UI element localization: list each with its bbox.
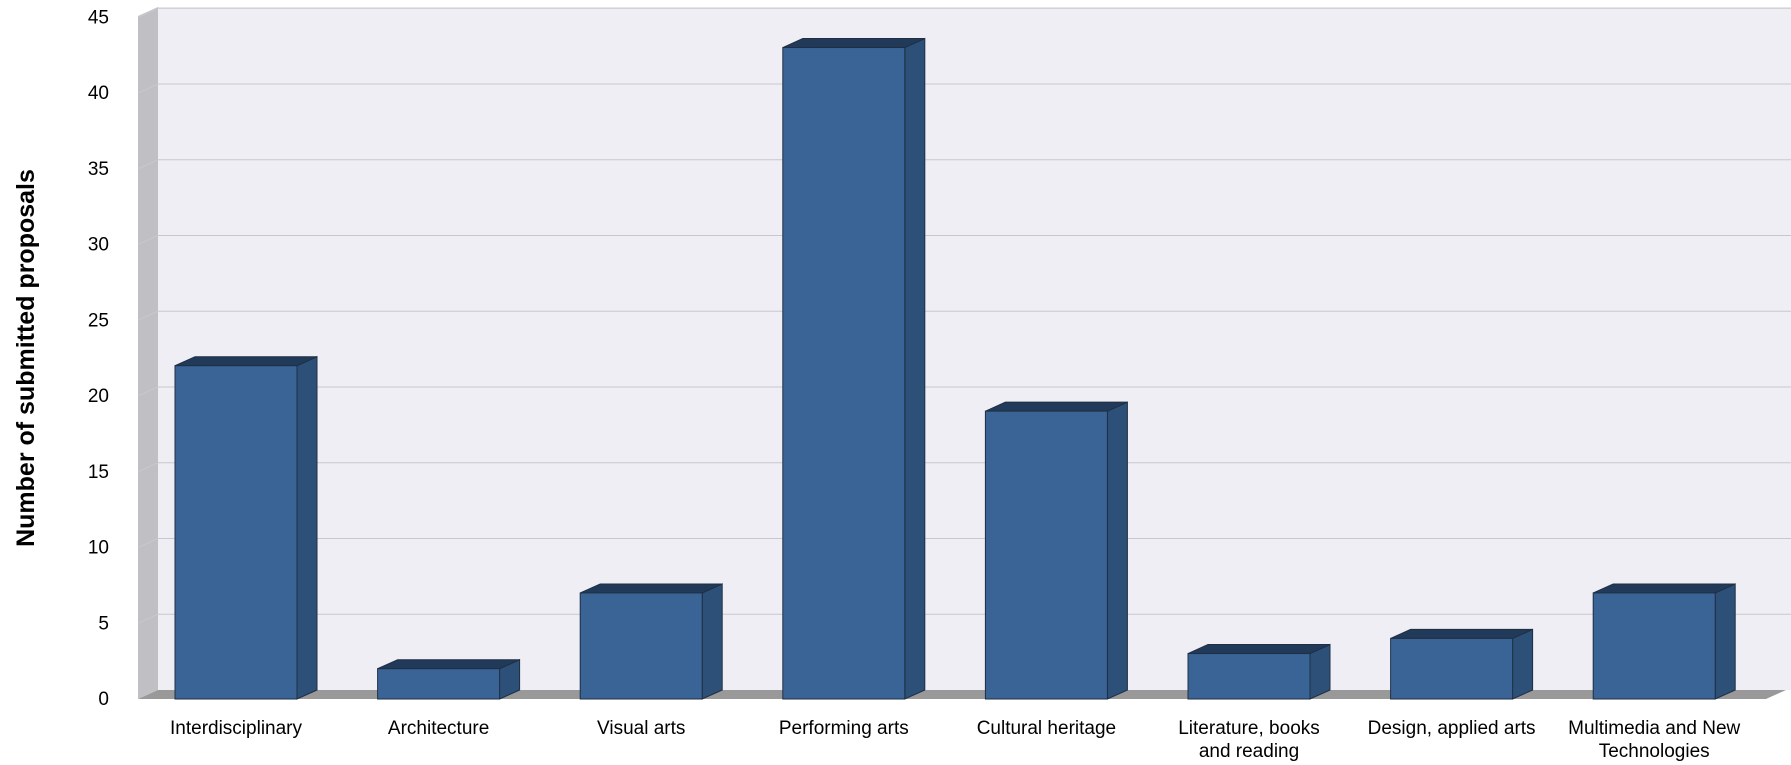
y-tick-label: 0 — [98, 689, 109, 710]
gridline-side — [137, 159, 159, 170]
bar-top — [1592, 583, 1736, 594]
y-tick-label: 15 — [88, 462, 109, 483]
gridline-side — [137, 538, 159, 548]
bar-top — [1187, 644, 1331, 655]
bar-side — [1512, 628, 1534, 700]
bars — [174, 37, 1736, 700]
bar-front — [579, 592, 703, 700]
y-axis-title: Number of submitted proposals — [12, 169, 40, 547]
x-tick-label: Interdisciplinary — [170, 718, 302, 739]
y-tick-label: 20 — [88, 386, 109, 407]
bar-front — [174, 365, 298, 700]
gridline-side — [137, 310, 159, 321]
plot-floor — [138, 690, 1786, 699]
bar-front — [1390, 637, 1514, 700]
x-tick-label: Architecture — [388, 718, 489, 739]
bar-side — [1106, 401, 1128, 700]
plot-background — [138, 7, 1791, 699]
gridline-side — [137, 462, 159, 473]
bar-top — [985, 401, 1128, 412]
plot-side-wall — [138, 7, 158, 699]
x-tick-label: Design, applied arts — [1368, 718, 1536, 739]
x-tick-label: Performing arts — [779, 718, 909, 739]
x-tick-label: Cultural heritage — [977, 718, 1116, 739]
x-axis-labels: Interdisciplinary Architecture Visual arts… — [170, 718, 1741, 762]
plot-back-wall — [158, 7, 1791, 690]
gridline-side — [137, 235, 159, 245]
bar-side — [904, 37, 926, 700]
y-tick-label: 45 — [88, 7, 109, 28]
gridline-side — [137, 7, 159, 18]
bar — [579, 583, 723, 700]
bar — [984, 401, 1128, 700]
bar-front — [1187, 653, 1311, 700]
y-tick-label: 10 — [88, 538, 109, 559]
gridlines — [137, 7, 1791, 624]
bar — [782, 37, 926, 700]
x-tick-label: Multimedia and New Technologies — [1568, 718, 1740, 762]
gridline-side — [137, 613, 159, 624]
y-tick-label: 35 — [88, 159, 109, 180]
bar — [377, 658, 521, 700]
bar-front — [377, 668, 501, 700]
y-tick-label: 30 — [88, 235, 109, 256]
bar-front — [782, 47, 906, 700]
y-tick-label: 5 — [98, 613, 109, 634]
bar — [1390, 628, 1534, 700]
bar-top — [782, 38, 926, 49]
bar-side — [296, 355, 318, 700]
bar-top — [377, 659, 520, 670]
bar — [1187, 643, 1331, 700]
y-tick-label: 25 — [88, 310, 109, 331]
bar-top — [1390, 628, 1533, 639]
y-axis-ticks: 0 5 10 15 20 25 30 35 40 45 — [88, 7, 109, 710]
bar-top — [174, 356, 318, 367]
y-tick-label: 40 — [88, 83, 109, 104]
bar — [1592, 583, 1736, 700]
bar-front — [1592, 592, 1716, 700]
bar-top — [579, 583, 723, 594]
gridline-side — [137, 386, 159, 397]
bar-side — [701, 583, 723, 700]
x-tick-label: Literature, books and reading — [1178, 718, 1320, 762]
gridline-side — [137, 83, 159, 94]
bar-side — [1714, 583, 1736, 700]
bar-front — [984, 410, 1108, 700]
x-tick-label: Visual arts — [597, 718, 685, 739]
bar — [174, 355, 318, 700]
